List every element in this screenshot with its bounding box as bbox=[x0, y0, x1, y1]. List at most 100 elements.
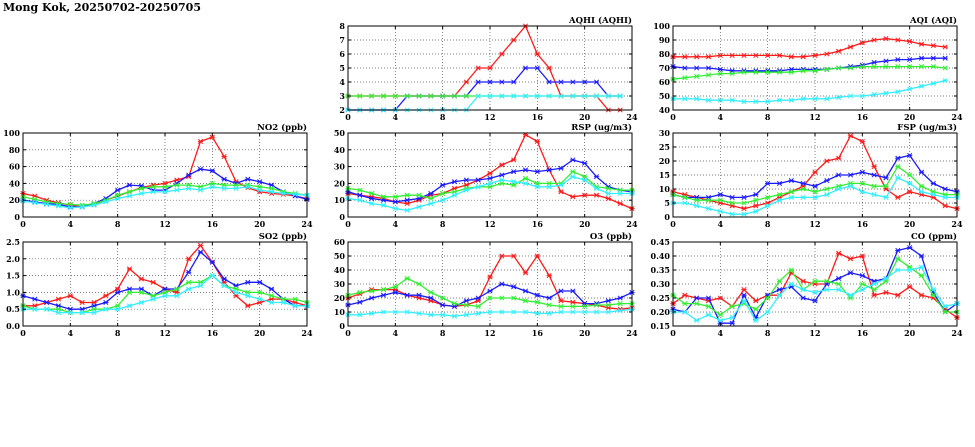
data-point bbox=[847, 44, 854, 50]
data-point bbox=[895, 155, 901, 161]
data-point bbox=[717, 197, 723, 203]
data-point bbox=[883, 58, 889, 64]
x-tick-label: 16 bbox=[857, 112, 869, 122]
x-tick-label: 20 bbox=[254, 219, 266, 229]
data-point bbox=[126, 289, 133, 295]
chart-o3: 0 4 8 12 16 20 24 0 10 20 30 40 50 60 O3 (ppb) bbox=[334, 231, 638, 338]
data-point bbox=[32, 200, 38, 206]
data-point bbox=[800, 96, 806, 102]
data-point bbox=[753, 306, 759, 312]
data-point bbox=[859, 273, 865, 279]
data-point bbox=[788, 178, 794, 184]
data-point bbox=[570, 93, 576, 99]
data-point bbox=[487, 309, 493, 315]
y-tick-label: 0.45 bbox=[651, 237, 670, 247]
chart-aqhi: 0 4 8 12 16 20 24 2 3 4 5 6 7 8 AQHI (AQHI) bbox=[339, 15, 638, 122]
x-tick-label: 24 bbox=[626, 219, 638, 229]
data-point bbox=[907, 38, 913, 44]
data-point bbox=[717, 66, 723, 72]
data-point bbox=[174, 182, 180, 188]
data-point bbox=[694, 295, 700, 301]
data-point bbox=[463, 187, 469, 193]
data-point bbox=[717, 71, 723, 77]
data-point bbox=[800, 54, 806, 60]
data-point bbox=[416, 192, 422, 198]
x-tick-label: 20 bbox=[904, 219, 916, 229]
data-point bbox=[126, 182, 133, 188]
data-point bbox=[197, 138, 204, 144]
data-point bbox=[617, 308, 623, 314]
chart-title: AQHI (AQHI) bbox=[568, 15, 632, 26]
data-point bbox=[705, 72, 712, 78]
data-point bbox=[812, 68, 818, 74]
data-point bbox=[534, 169, 540, 175]
x-tick-label: 4 bbox=[393, 328, 399, 338]
x-tick-label: 0 bbox=[20, 328, 26, 338]
data-point bbox=[859, 287, 865, 293]
series-4-aqi bbox=[670, 78, 948, 105]
data-point bbox=[741, 52, 747, 58]
data-point bbox=[463, 302, 469, 308]
data-point bbox=[546, 295, 552, 301]
data-point bbox=[883, 175, 889, 181]
data-point bbox=[776, 69, 783, 75]
data-point bbox=[487, 180, 493, 186]
data-point bbox=[292, 303, 298, 309]
data-point bbox=[487, 65, 493, 71]
data-point bbox=[753, 203, 759, 209]
data-point bbox=[883, 289, 889, 295]
data-point bbox=[257, 296, 263, 302]
data-point bbox=[511, 284, 517, 290]
data-point bbox=[221, 176, 227, 182]
chart-title: RSP (ug/m3) bbox=[571, 122, 632, 133]
data-point bbox=[209, 184, 215, 190]
data-point bbox=[694, 317, 700, 323]
data-point bbox=[558, 189, 564, 195]
data-point bbox=[694, 73, 700, 79]
data-point bbox=[487, 295, 493, 301]
data-point bbox=[522, 270, 529, 276]
data-point bbox=[812, 298, 818, 304]
y-tick-label: 40 bbox=[334, 265, 346, 275]
data-point bbox=[871, 92, 877, 98]
y-tick-label: 6 bbox=[339, 49, 345, 59]
data-point bbox=[221, 153, 227, 160]
data-point bbox=[907, 86, 913, 92]
data-point bbox=[859, 253, 865, 259]
data-point bbox=[907, 180, 913, 186]
data-point bbox=[115, 306, 121, 312]
y-tick-label: 40 bbox=[334, 145, 346, 155]
data-point bbox=[753, 69, 759, 75]
data-point bbox=[570, 79, 576, 85]
series-2-fsp bbox=[670, 152, 960, 200]
data-point bbox=[907, 57, 913, 63]
chart-title: CO (ppm) bbox=[911, 231, 957, 242]
y-tick-label: 60 bbox=[9, 162, 21, 172]
data-point bbox=[907, 245, 913, 251]
data-point bbox=[694, 203, 700, 209]
data-point bbox=[91, 310, 97, 316]
data-point bbox=[729, 315, 735, 321]
data-point bbox=[233, 185, 239, 191]
data-point bbox=[859, 40, 865, 46]
data-point bbox=[138, 185, 144, 191]
data-point bbox=[859, 138, 865, 144]
x-tick-label: 16 bbox=[532, 328, 544, 338]
y-tick-label: 0.35 bbox=[651, 265, 670, 275]
data-point bbox=[546, 167, 552, 173]
data-point bbox=[895, 292, 901, 298]
data-point bbox=[776, 192, 783, 198]
series-3-co bbox=[670, 256, 960, 318]
data-point bbox=[800, 68, 806, 74]
data-point bbox=[380, 292, 387, 298]
data-point bbox=[245, 184, 251, 190]
data-point bbox=[416, 204, 422, 210]
data-point bbox=[463, 79, 469, 85]
data-point bbox=[380, 194, 387, 200]
series-4-so2 bbox=[20, 273, 310, 316]
data-point bbox=[859, 93, 865, 99]
data-point bbox=[753, 52, 759, 58]
data-point bbox=[883, 275, 889, 281]
data-point bbox=[918, 169, 925, 175]
data-point bbox=[570, 194, 576, 200]
